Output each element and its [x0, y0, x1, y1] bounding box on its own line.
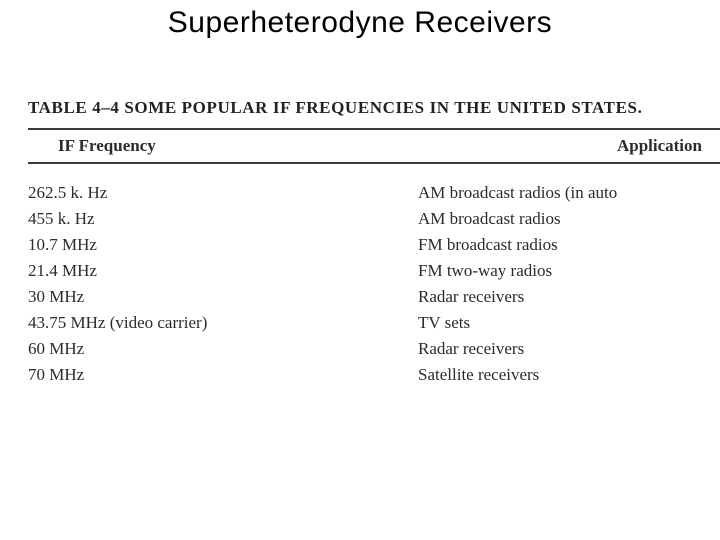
col-header-frequency: IF Frequency	[28, 136, 378, 156]
table-caption: TABLE 4–4 SOME POPULAR IF FREQUENCIES IN…	[28, 98, 720, 118]
table-header-row: IF Frequency Application	[28, 130, 720, 162]
cell-application: AM broadcast radios (in auto	[418, 183, 720, 203]
cell-frequency: 30 MHz	[28, 287, 418, 307]
table-row: 70 MHz Satellite receivers	[28, 362, 720, 388]
page-title: Superheterodyne Receivers	[0, 6, 720, 40]
cell-application: AM broadcast radios	[418, 209, 720, 229]
rule-bottom	[28, 162, 720, 164]
table-row: 30 MHz Radar receivers	[28, 284, 720, 310]
cell-frequency: 262.5 k. Hz	[28, 183, 418, 203]
cell-frequency: 10.7 MHz	[28, 235, 418, 255]
if-frequency-table: TABLE 4–4 SOME POPULAR IF FREQUENCIES IN…	[28, 98, 720, 388]
table-row: 262.5 k. Hz AM broadcast radios (in auto	[28, 180, 720, 206]
cell-frequency: 455 k. Hz	[28, 209, 418, 229]
col-header-application: Application	[378, 136, 720, 156]
cell-frequency: 60 MHz	[28, 339, 418, 359]
cell-application: TV sets	[418, 313, 720, 333]
cell-application: Radar receivers	[418, 339, 720, 359]
cell-application: FM broadcast radios	[418, 235, 720, 255]
table-row: 10.7 MHz FM broadcast radios	[28, 232, 720, 258]
cell-application: Radar receivers	[418, 287, 720, 307]
table-row: 43.75 MHz (video carrier) TV sets	[28, 310, 720, 336]
cell-frequency: 21.4 MHz	[28, 261, 418, 281]
table-row: 21.4 MHz FM two-way radios	[28, 258, 720, 284]
table-row: 60 MHz Radar receivers	[28, 336, 720, 362]
cell-application: FM two-way radios	[418, 261, 720, 281]
cell-frequency: 43.75 MHz (video carrier)	[28, 313, 418, 333]
cell-application: Satellite receivers	[418, 365, 720, 385]
table-row: 455 k. Hz AM broadcast radios	[28, 206, 720, 232]
cell-frequency: 70 MHz	[28, 365, 418, 385]
table-body: 262.5 k. Hz AM broadcast radios (in auto…	[28, 180, 720, 388]
